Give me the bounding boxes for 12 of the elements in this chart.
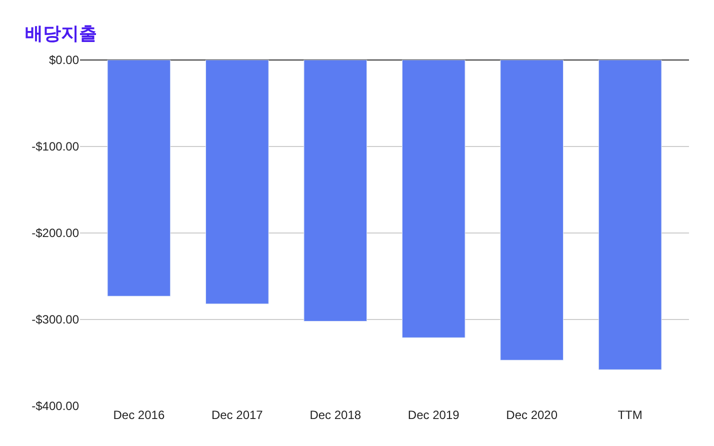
- x-tick-label: Dec 2019: [408, 408, 460, 422]
- y-tick-label: -$100.00: [32, 140, 80, 154]
- y-tick-label: -$300.00: [32, 312, 80, 327]
- chart-title: 배당지출: [24, 23, 97, 44]
- x-tick-label: Dec 2017: [211, 408, 264, 422]
- x-tick-label: Dec 2020: [506, 408, 558, 422]
- y-tick-label: -$400.00: [32, 399, 80, 414]
- y-tick-label: $0.00: [48, 53, 80, 68]
- x-tick-label: Dec 2018: [310, 408, 362, 422]
- y-tick-label: -$200.00: [32, 226, 80, 240]
- x-tick-label: TTM: [618, 408, 642, 422]
- x-tick-label: Dec 2016: [113, 408, 165, 422]
